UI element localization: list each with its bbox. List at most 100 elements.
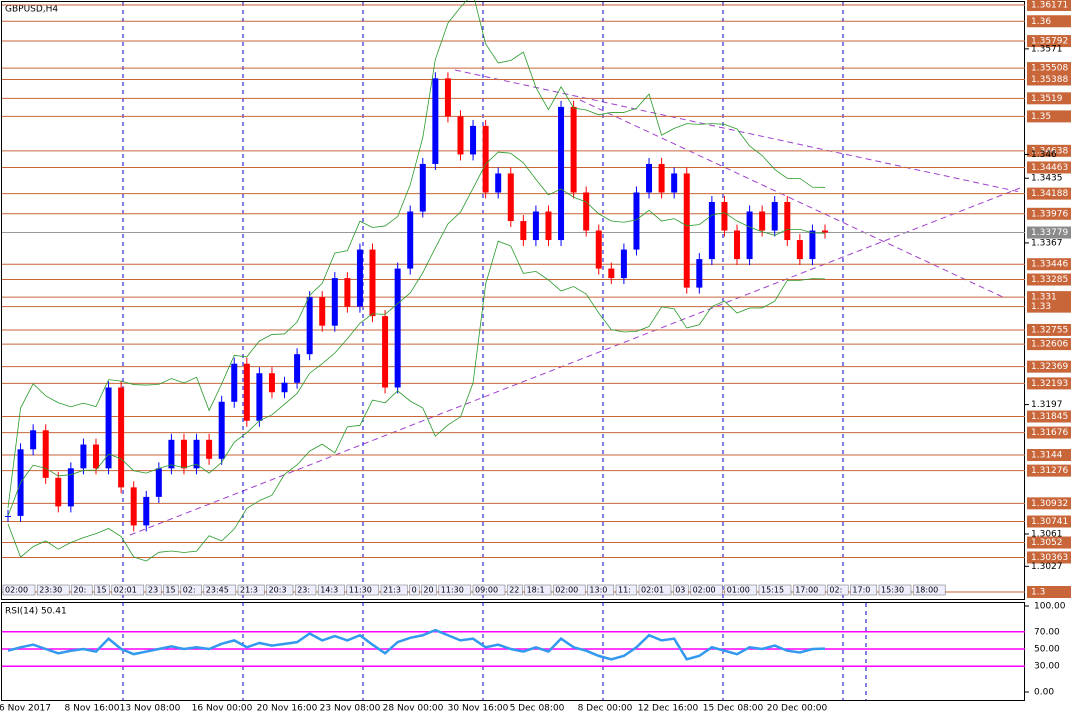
time-label: 5 Dec 08:00 [510, 704, 565, 714]
candle [658, 163, 665, 193]
session-tag-box [317, 584, 345, 596]
time-label: 6 Nov 2017 [0, 704, 51, 714]
level-label: 1.30363 [1031, 553, 1068, 563]
level-label: 1.32606 [1031, 340, 1068, 350]
bollinger-band [7, 240, 826, 562]
symbol-title: GBPUSD,H4 [5, 5, 58, 15]
session-tag: 14:3 [320, 586, 338, 595]
bollinger-band [7, 0, 826, 508]
candle [532, 211, 539, 241]
level-tag: 1.33285 [1027, 273, 1071, 286]
time-label: 16 Nov 00:00 [192, 704, 253, 714]
trend-line [454, 69, 1021, 193]
level-box [1027, 0, 1071, 11]
candle [281, 382, 288, 393]
level-box [1027, 551, 1071, 564]
rsi-tick-label: 100.00 [1034, 602, 1066, 612]
session-tag-box [506, 584, 523, 596]
candle [80, 444, 87, 469]
candle [734, 230, 741, 260]
main-frame [1, 1, 1025, 600]
candle [331, 278, 338, 326]
candle [570, 106, 577, 193]
level-label: 1.33446 [1031, 260, 1068, 270]
session-tag-box [792, 584, 826, 596]
candle [671, 173, 678, 193]
session-tag-box [724, 584, 758, 596]
level-box [1027, 515, 1071, 528]
level-label: 1.31276 [1031, 466, 1068, 476]
level-box [1027, 161, 1071, 174]
rsi-label: RSI(14) 50.41 [5, 607, 67, 617]
session-tag: 20: [73, 586, 86, 595]
candle [231, 363, 238, 402]
session-tag: 15:30 [881, 586, 904, 595]
level-label: 1.36 [1031, 17, 1051, 27]
candle [708, 201, 715, 260]
session-tag-box [587, 584, 615, 596]
price-tick-label: 1.3061 [1031, 529, 1063, 539]
level-box [1027, 464, 1071, 477]
session-tag-box [850, 584, 878, 596]
session-tag: 02: [829, 586, 842, 595]
session-tag: 02:00 [555, 586, 578, 595]
level-box [1027, 410, 1071, 423]
level-tag: 1.34638 [1027, 144, 1071, 157]
level-label: 1.31676 [1031, 428, 1068, 438]
level-box [1027, 62, 1071, 75]
time-label: 12 Dec 16:00 [638, 704, 699, 714]
session-tag: 02:01 [641, 586, 664, 595]
candle [193, 439, 200, 469]
candle [457, 116, 464, 155]
session-tag-box [552, 584, 586, 596]
level-label: 1.33976 [1031, 209, 1068, 219]
candle [608, 268, 615, 279]
candle [319, 297, 326, 326]
session-tag-box [180, 584, 202, 596]
level-tag: 1.3144 [1027, 449, 1071, 462]
session-tag-box [36, 584, 70, 596]
current-price-label: 1.33779 [1031, 228, 1068, 238]
session-tag-box [346, 584, 380, 596]
level-label: 1.3052 [1031, 538, 1063, 548]
level-tag: 1.32755 [1027, 323, 1071, 336]
candle [759, 211, 766, 231]
session-tag-box [203, 584, 237, 596]
level-tag: 1.35388 [1027, 73, 1071, 86]
level-box [1027, 207, 1071, 220]
session-tag-box [472, 584, 506, 596]
time-label: 8 Dec 00:00 [578, 704, 633, 714]
price-tick-label: 1.346 [1031, 150, 1057, 160]
candle [633, 192, 640, 250]
time-label: 23 Nov 08:00 [320, 704, 381, 714]
session-tag: 23: [297, 586, 310, 595]
session-tag-box [827, 584, 849, 596]
price-tick-label: 1.3367 [1031, 238, 1063, 248]
session-tag: 17:00 [795, 586, 818, 595]
level-label: 1.33285 [1031, 275, 1068, 285]
level-tag: 1.30363 [1027, 551, 1071, 564]
rsi-frame [1, 602, 1025, 701]
session-tag-box [524, 584, 552, 596]
session-tag-box [421, 584, 437, 596]
rsi-tick-label: 70.00 [1034, 627, 1060, 637]
session-tag-box [2, 584, 36, 596]
candle [155, 468, 162, 497]
time-label: 20 Nov 16:00 [257, 704, 318, 714]
level-box [1027, 273, 1071, 286]
level-box [1027, 497, 1071, 510]
candle [256, 373, 263, 421]
candle [696, 259, 703, 288]
candle [143, 496, 150, 526]
session-tag: 23:30 [39, 586, 62, 595]
level-box [1027, 360, 1071, 373]
session-tag-box [672, 584, 689, 596]
session-tag: 03 [675, 586, 685, 595]
candle [507, 173, 514, 222]
candle [243, 363, 250, 421]
level-box [1027, 110, 1071, 123]
rsi-tick-label: 50.00 [1034, 645, 1060, 655]
session-tag-box [71, 584, 93, 596]
level-tag: 1.3 [1027, 586, 1071, 598]
